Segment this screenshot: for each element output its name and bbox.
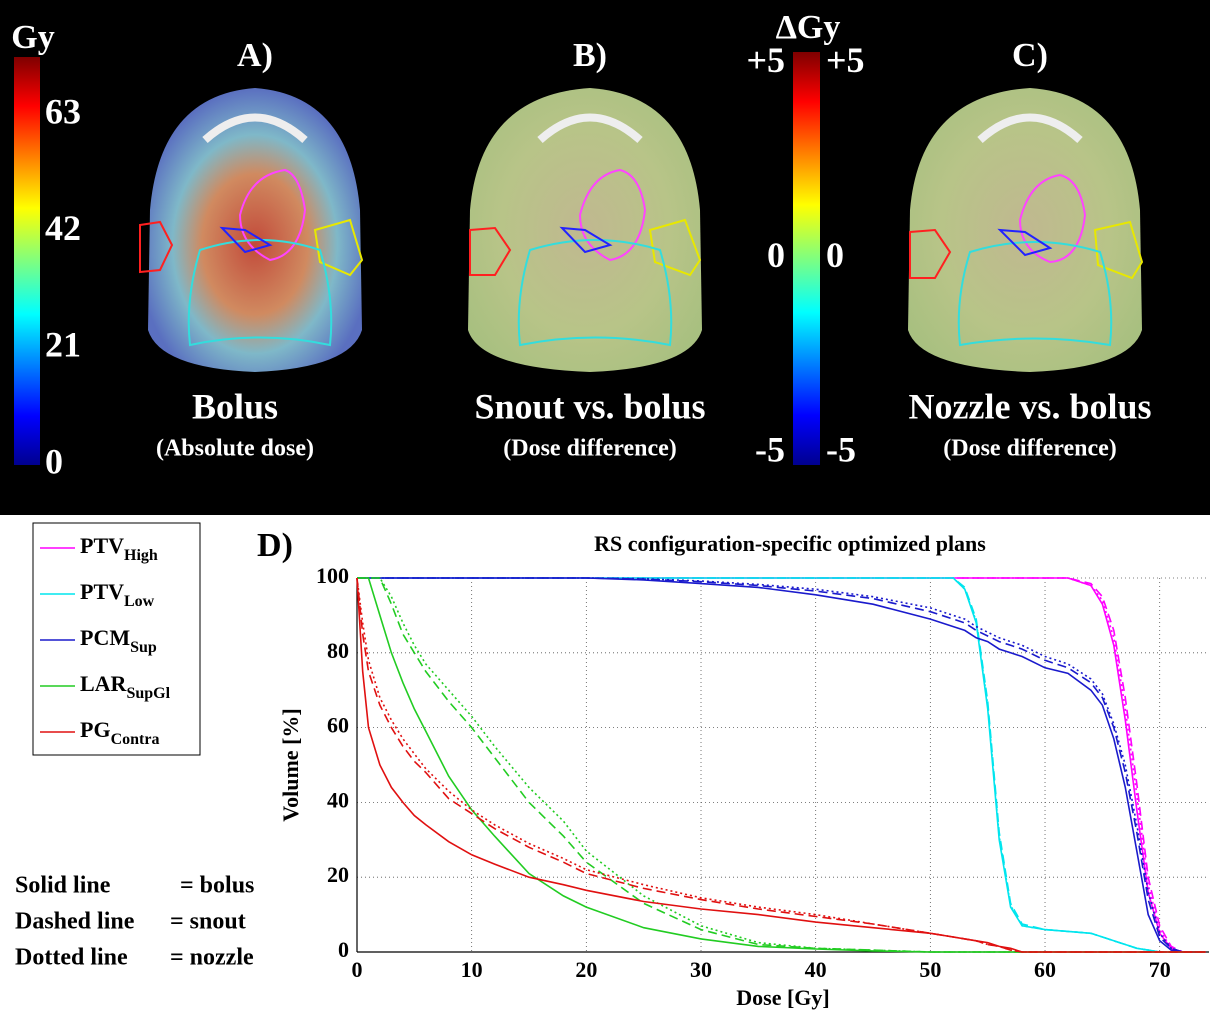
colorbar-tick-label: 42 [45, 208, 81, 248]
y-tick-label: 20 [327, 862, 349, 887]
colorbar-tick-label: 0 [826, 235, 844, 275]
colorbar-tick-label: 0 [767, 235, 785, 275]
colorbar-abs [14, 57, 40, 465]
y-tick-label: 0 [338, 937, 349, 962]
legend-name: PTV [80, 533, 124, 558]
legend-label: PCMSup [80, 625, 157, 656]
panel-label: A) [237, 37, 273, 74]
legend-name: PTV [80, 579, 124, 604]
colorbar-tick-label: 63 [45, 92, 81, 132]
panel-title: Snout vs. bolus [474, 386, 705, 426]
dvh-line [357, 577, 1206, 953]
dvh-line [357, 577, 1206, 953]
y-tick-label: 60 [327, 713, 349, 738]
panel-label: B) [573, 37, 607, 74]
x-tick-label: 10 [461, 957, 483, 982]
colorbar-unit: ΔGy [776, 9, 841, 46]
legend-subscript: Contra [111, 731, 160, 748]
legend-label: LARSupGl [80, 671, 171, 702]
head-c [908, 88, 1144, 372]
y-tick-label: 40 [327, 787, 349, 812]
dvh-line [357, 577, 1206, 953]
x-tick-label: 30 [690, 957, 712, 982]
x-tick-label: 20 [575, 957, 597, 982]
dvh-line [357, 577, 1206, 953]
style-legend-label: = bolus [180, 873, 254, 899]
style-legend-style: Solid line [15, 873, 111, 899]
y-tick-label: 80 [327, 638, 349, 663]
style-legend-style: Dotted line [15, 945, 128, 971]
dvh-line [357, 577, 1206, 953]
dvh-line [357, 577, 1206, 953]
y-tick-label: 100 [316, 563, 349, 588]
panel-subtitle: (Dose difference) [943, 436, 1116, 462]
colorbar-tick-label: 21 [45, 325, 81, 365]
legend-label: PTVLow [80, 579, 155, 610]
legend-name: LAR [80, 671, 128, 696]
x-tick-label: 0 [352, 957, 363, 982]
x-tick-label: 60 [1034, 957, 1056, 982]
colorbar-tick-label: +5 [826, 40, 865, 80]
style-legend-label: = nozzle [170, 945, 254, 971]
legend-name: PCM [80, 625, 130, 650]
head-a [139, 88, 364, 372]
x-tick-label: 70 [1149, 957, 1171, 982]
legend-subscript: Sup [130, 639, 157, 656]
legend-subscript: SupGl [126, 685, 170, 702]
y-axis-label: Volume [%] [278, 708, 303, 821]
colorbar-tick-label: 0 [45, 441, 63, 481]
colorbar-diff [793, 52, 820, 465]
legend-subscript: Low [124, 593, 155, 610]
dvh-line [357, 577, 1206, 953]
style-legend-style: Dashed line [15, 909, 135, 935]
legend-label: PTVHigh [80, 533, 158, 564]
x-axis-label: Dose [Gy] [736, 985, 829, 1010]
legend-subscript: High [124, 547, 158, 564]
chart-title: RS configuration-specific optimized plan… [594, 531, 986, 556]
panel-title: Nozzle vs. bolus [909, 386, 1152, 426]
colorbar-tick-label: -5 [826, 430, 856, 470]
dvh-line [357, 577, 1206, 953]
dvh-line [356, 577, 1206, 953]
colorbar-tick-label: -5 [755, 430, 785, 470]
panel-subtitle: (Absolute dose) [156, 436, 314, 462]
x-tick-label: 50 [919, 957, 941, 982]
legend-name: PG [80, 717, 111, 742]
legend-box [32, 522, 201, 756]
head-b [468, 88, 702, 372]
panel-label: D) [257, 527, 293, 564]
dvh-line [357, 577, 1206, 953]
dvh-line [356, 577, 1206, 953]
dvh-line [357, 577, 1206, 953]
legend-label: PGContra [80, 717, 159, 748]
colorbar-tick-label: +5 [746, 40, 785, 80]
dvh-line [356, 577, 1206, 953]
style-legend-label: = snout [170, 909, 246, 935]
panel-label: C) [1012, 37, 1048, 74]
dose-images [139, 88, 1144, 372]
panel-title: Bolus [192, 386, 278, 426]
panel-subtitle: (Dose difference) [503, 436, 676, 462]
x-tick-label: 40 [805, 957, 827, 982]
dvh-line [357, 577, 1206, 953]
dvh-line [357, 577, 1206, 953]
colorbar-unit: Gy [11, 19, 54, 56]
